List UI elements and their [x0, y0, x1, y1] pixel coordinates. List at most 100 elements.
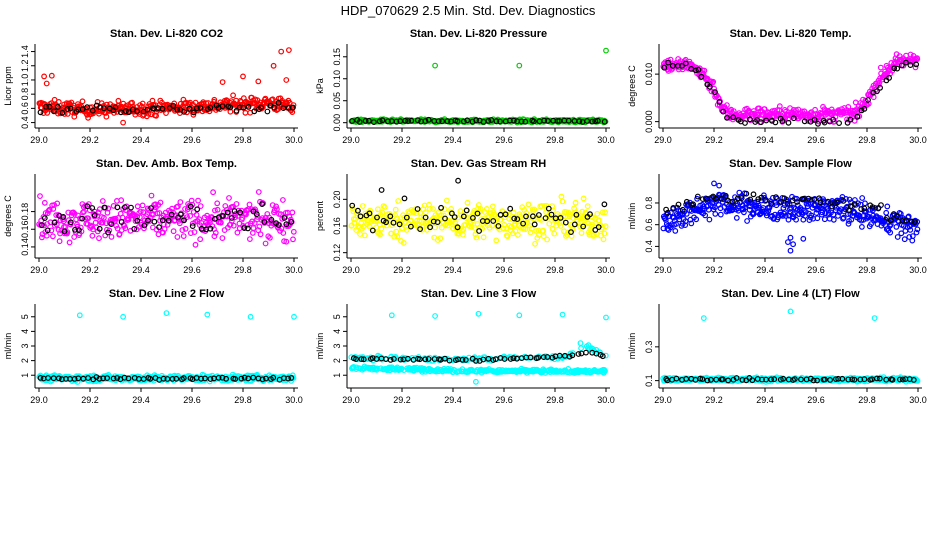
data-point-all [204, 311, 211, 318]
data-point-hourly [520, 220, 526, 227]
data-point-hourly [43, 103, 49, 110]
data-point-hourly [85, 375, 91, 381]
x-tick-label: 29.6 [495, 135, 513, 145]
x-tick-label: 29.4 [444, 395, 462, 405]
data-point-all [510, 209, 517, 216]
data-point-all [846, 196, 853, 203]
data-point-hourly [891, 65, 898, 72]
x-tick-label: 29.0 [342, 135, 360, 145]
data-point-hourly [369, 227, 376, 234]
data-point-all [909, 237, 916, 244]
data-point-all [64, 229, 71, 236]
data-point-hourly [175, 214, 181, 221]
data-point-hourly [683, 198, 690, 205]
data-point-all [174, 234, 181, 240]
data-point-all [559, 198, 566, 205]
data-point-all [785, 239, 791, 246]
data-point-hourly [584, 118, 590, 124]
data-point-all [787, 308, 794, 315]
data-point-hourly [405, 118, 412, 124]
data-point-all [125, 216, 132, 223]
data-point-hourly [44, 227, 51, 234]
data-point-hourly [289, 104, 296, 111]
data-point-hourly [241, 225, 248, 232]
data-point-all [830, 216, 837, 223]
data-point-all [246, 236, 253, 243]
y-axis-label: Licor ppm [3, 66, 13, 106]
data-point-all [118, 197, 125, 204]
data-point-hourly [51, 219, 58, 226]
x-tick-label: 29.2 [81, 265, 99, 275]
y-axis-label: percent [315, 200, 325, 231]
data-point-hourly [473, 358, 479, 364]
data-point-hourly [743, 190, 750, 197]
data-point-all [903, 52, 909, 59]
data-point-hourly [72, 226, 78, 233]
data-point-hourly [233, 107, 240, 114]
data-point-all [219, 79, 226, 85]
data-point-hourly [100, 375, 107, 382]
data-point-all [386, 214, 393, 221]
data-point-hourly [592, 118, 599, 125]
data-point-all [702, 212, 709, 219]
data-point-hourly [240, 104, 247, 111]
data-point-all [349, 205, 356, 212]
data-point-hourly [698, 73, 705, 80]
panel-title: Stan. Dev. Li-820 Temp. [730, 28, 852, 40]
data-point-all [148, 111, 155, 118]
data-point-hourly [694, 193, 701, 200]
data-point-hourly [817, 199, 824, 206]
data-point-all [388, 230, 395, 237]
data-point-hourly [485, 117, 492, 124]
data-point-all [100, 214, 107, 221]
data-point-all [228, 217, 235, 224]
data-point-all [471, 225, 478, 231]
data-point-hourly [250, 208, 257, 215]
data-point-all [203, 100, 210, 106]
data-point-all [170, 228, 177, 235]
x-tick-label: 29.8 [234, 135, 252, 145]
data-point-hourly [601, 201, 608, 208]
data-point-all [701, 67, 708, 74]
data-point-hourly [427, 224, 434, 231]
x-tick-label: 30.0 [909, 395, 927, 405]
data-point-all [500, 225, 507, 232]
data-point-all [48, 72, 55, 79]
data-point-hourly [385, 118, 391, 125]
data-point-all [191, 229, 198, 236]
data-point-hourly [362, 117, 369, 124]
data-point-all [113, 222, 120, 229]
data-point-hourly [511, 215, 518, 222]
data-point-hourly [366, 210, 373, 217]
data-point-all [776, 103, 783, 110]
data-point-hourly [37, 375, 44, 381]
data-point-hourly [527, 354, 534, 361]
x-tick-label: 29.4 [132, 265, 150, 275]
data-point-all [41, 222, 47, 229]
data-point-hourly [894, 213, 900, 220]
data-point-hourly [548, 211, 555, 218]
y-tick-label: 0.8 [20, 88, 30, 101]
data-point-all [787, 247, 794, 254]
data-point-all [414, 217, 421, 224]
y-tick-label: 0.3 [644, 341, 654, 354]
data-point-hourly [374, 214, 380, 221]
data-point-all [565, 229, 571, 236]
data-point-hourly [473, 117, 480, 124]
data-point-all [161, 226, 168, 232]
data-point-hourly [794, 199, 800, 205]
data-point-all [139, 100, 146, 107]
data-point-all [187, 213, 194, 219]
data-point-all [273, 203, 280, 210]
data-point-all [865, 100, 872, 107]
data-point-all [473, 378, 479, 385]
data-point-hourly [114, 375, 121, 381]
data-point-hourly [549, 354, 556, 361]
data-point-hourly [232, 376, 239, 382]
data-point-all [862, 200, 868, 207]
data-point-all [214, 206, 221, 213]
data-point-all [43, 80, 50, 87]
data-point-all [523, 210, 530, 216]
data-point-hourly [169, 376, 176, 382]
data-point-hourly [207, 104, 214, 111]
